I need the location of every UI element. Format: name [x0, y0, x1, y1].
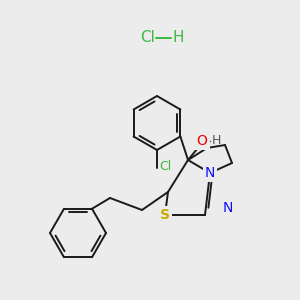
Text: S: S: [160, 208, 170, 222]
Text: H: H: [173, 31, 184, 46]
Text: N: N: [205, 166, 215, 180]
Text: N: N: [223, 201, 233, 215]
Text: H: H: [212, 134, 221, 148]
Text: Cl: Cl: [159, 160, 171, 173]
Text: O: O: [196, 134, 207, 148]
Text: Cl: Cl: [140, 31, 155, 46]
